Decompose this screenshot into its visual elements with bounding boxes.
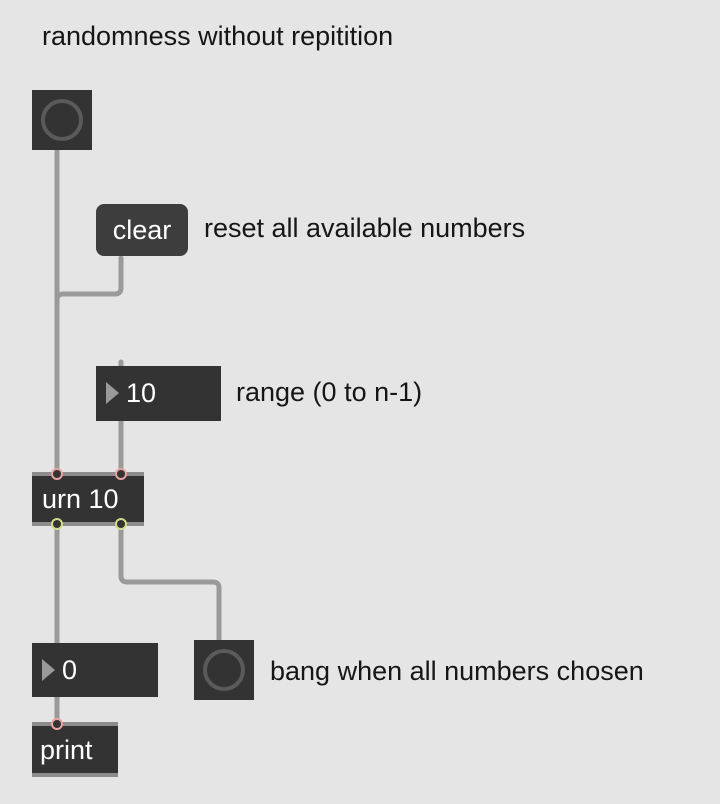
cord-clear-to-urn[interactable]: [54, 255, 124, 473]
top-bang-button[interactable]: [32, 90, 92, 150]
range-number-value: 10: [126, 378, 157, 408]
urn-object-box[interactable]: urn 10: [32, 472, 144, 526]
number-triangle-icon: [42, 659, 55, 681]
done-comment: bang when all numbers chosen: [270, 656, 644, 686]
urn-left-inlet[interactable]: [51, 468, 63, 480]
cord-urn-to-done-bang[interactable]: [118, 523, 222, 644]
range-number-box[interactable]: 10: [96, 366, 221, 421]
done-bang-button[interactable]: [194, 640, 254, 700]
output-number-value: 0: [62, 655, 78, 685]
urn-right-outlet[interactable]: [115, 518, 127, 530]
print-inlet[interactable]: [51, 718, 63, 730]
urn-right-inlet[interactable]: [115, 468, 127, 480]
output-number-box[interactable]: 0: [32, 643, 158, 697]
urn-left-outlet[interactable]: [51, 518, 63, 530]
bang-circle-icon: [203, 649, 245, 691]
title-comment: randomness without repitition: [42, 21, 394, 51]
bang-circle-icon: [41, 99, 83, 141]
print-object-box[interactable]: print: [32, 722, 118, 777]
print-object-label: print: [40, 735, 93, 765]
clear-message-button[interactable]: clear: [96, 204, 188, 256]
clear-comment: reset all available numbers: [204, 213, 526, 243]
urn-object-label: urn 10: [42, 484, 119, 514]
number-triangle-icon: [106, 382, 119, 404]
range-comment: range (0 to n-1): [236, 377, 423, 407]
